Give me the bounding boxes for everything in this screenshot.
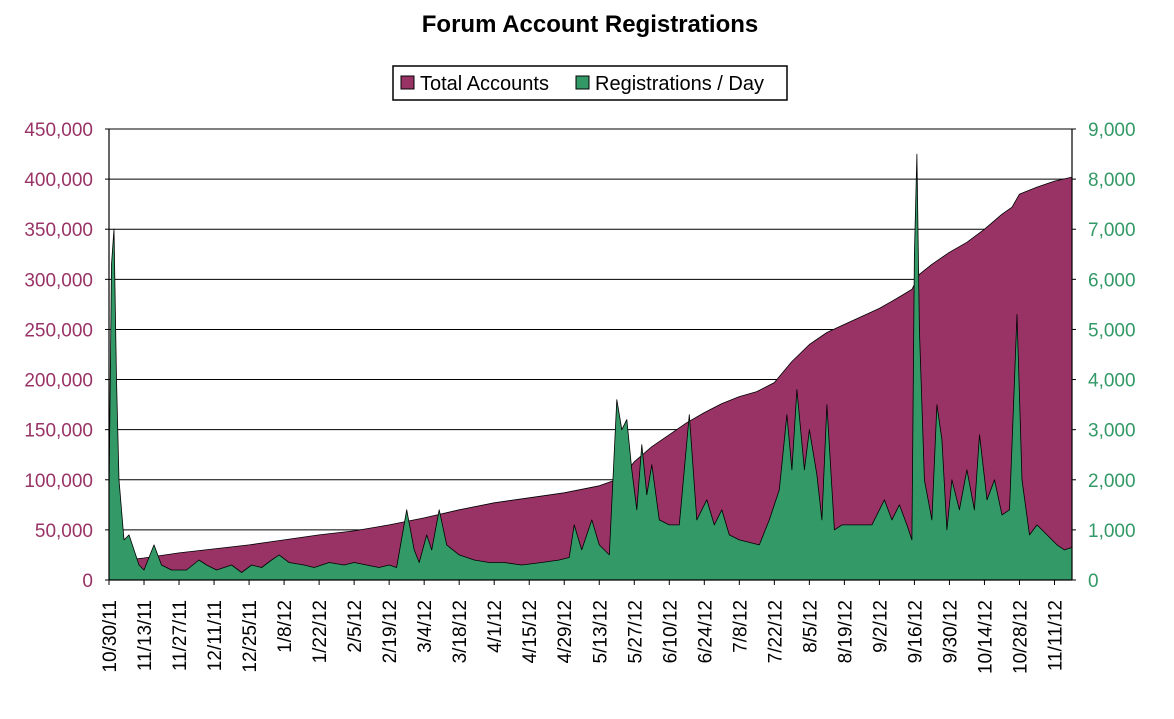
left-tick-label: 200,000 bbox=[24, 371, 93, 392]
x-tick-label: 10/30/11 bbox=[100, 600, 121, 673]
right-tick-label: 9,000 bbox=[1088, 120, 1136, 141]
left-tick-label: 450,000 bbox=[24, 120, 93, 141]
x-tick-label: 10/14/12 bbox=[976, 600, 997, 674]
right-tick-label: 4,000 bbox=[1088, 371, 1136, 392]
x-tick-label: 3/4/12 bbox=[415, 600, 436, 653]
axes bbox=[108, 129, 1073, 581]
x-tick-label: 3/18/12 bbox=[450, 600, 471, 663]
legend-label-registrations-per-day: Registrations / Day bbox=[595, 73, 764, 95]
x-tick-label: 4/1/12 bbox=[485, 600, 506, 653]
right-tick-label: 6,000 bbox=[1088, 270, 1136, 291]
right-tick-label: 2,000 bbox=[1088, 471, 1136, 492]
x-tick-label: 9/16/12 bbox=[905, 600, 926, 663]
x-tick-label: 1/8/12 bbox=[275, 600, 296, 653]
right-tick-label: 8,000 bbox=[1088, 170, 1136, 191]
left-tick-label: 350,000 bbox=[24, 220, 93, 241]
x-tick-label: 6/10/12 bbox=[660, 600, 681, 663]
x-tick-label: 5/13/12 bbox=[590, 600, 611, 663]
left-tick-label: 50,000 bbox=[35, 521, 93, 542]
right-tick-label: 1,000 bbox=[1088, 521, 1136, 542]
x-tick-label: 6/24/12 bbox=[695, 600, 716, 663]
x-tick-label: 8/5/12 bbox=[800, 600, 821, 653]
x-tick-label: 12/11/11 bbox=[205, 600, 226, 671]
right-tick-label: 7,000 bbox=[1088, 220, 1136, 241]
x-tick-label: 11/11/12 bbox=[1046, 600, 1067, 671]
x-tick-label: 12/25/11 bbox=[240, 600, 261, 673]
chart-title: Forum Account Registrations bbox=[422, 11, 758, 38]
left-tick-label: 400,000 bbox=[24, 170, 93, 191]
legend: Total Accounts Registrations / Day bbox=[392, 65, 788, 101]
left-tick-label: 100,000 bbox=[24, 471, 93, 492]
right-tick-label: 0 bbox=[1088, 571, 1099, 592]
x-tick-label: 7/8/12 bbox=[730, 600, 751, 653]
x-tick-label: 11/27/11 bbox=[170, 600, 191, 671]
right-tick-label: 3,000 bbox=[1088, 421, 1136, 442]
x-tick-label: 9/2/12 bbox=[870, 600, 891, 653]
x-tick-label: 8/19/12 bbox=[835, 600, 856, 663]
legend-box bbox=[392, 65, 788, 101]
right-tick-label: 5,000 bbox=[1088, 320, 1136, 341]
x-tick-label: 7/22/12 bbox=[765, 600, 786, 663]
x-tick-label: 1/22/12 bbox=[310, 600, 331, 663]
left-tick-label: 150,000 bbox=[24, 421, 93, 442]
x-tick-label: 2/5/12 bbox=[345, 600, 366, 653]
left-axis-ticks: 0 50,000 100,000 150,000 200,000 250,000 300,0… bbox=[24, 120, 109, 592]
x-tick-label: 11/13/11 bbox=[135, 600, 156, 671]
left-tick-label: 250,000 bbox=[24, 320, 93, 341]
series-area-registrations-day bbox=[108, 153, 1073, 581]
x-tick-label: 9/30/12 bbox=[940, 600, 961, 663]
series-layer bbox=[108, 153, 1073, 581]
x-tick-label: 4/15/12 bbox=[520, 600, 541, 663]
legend-swatch-total-accounts bbox=[400, 75, 415, 90]
right-axis-ticks: 0 1,000 2,000 3,000 4,000 5,000 6,000 7,000 8,00… bbox=[1072, 120, 1136, 592]
left-tick-label: 0 bbox=[82, 571, 93, 592]
x-axis-ticks: 10/30/11 11/13/11 11/27/11 12/11/11 12/25/11… bbox=[100, 580, 1067, 674]
x-tick-label: 4/29/12 bbox=[555, 600, 576, 663]
x-tick-label: 2/19/12 bbox=[380, 600, 401, 663]
left-tick-label: 300,000 bbox=[24, 270, 93, 291]
legend-swatch-registrations-per-day bbox=[575, 75, 590, 90]
legend-label-total-accounts: Total Accounts bbox=[420, 73, 549, 95]
x-tick-label: 10/28/12 bbox=[1011, 600, 1032, 674]
x-tick-label: 5/27/12 bbox=[625, 600, 646, 663]
